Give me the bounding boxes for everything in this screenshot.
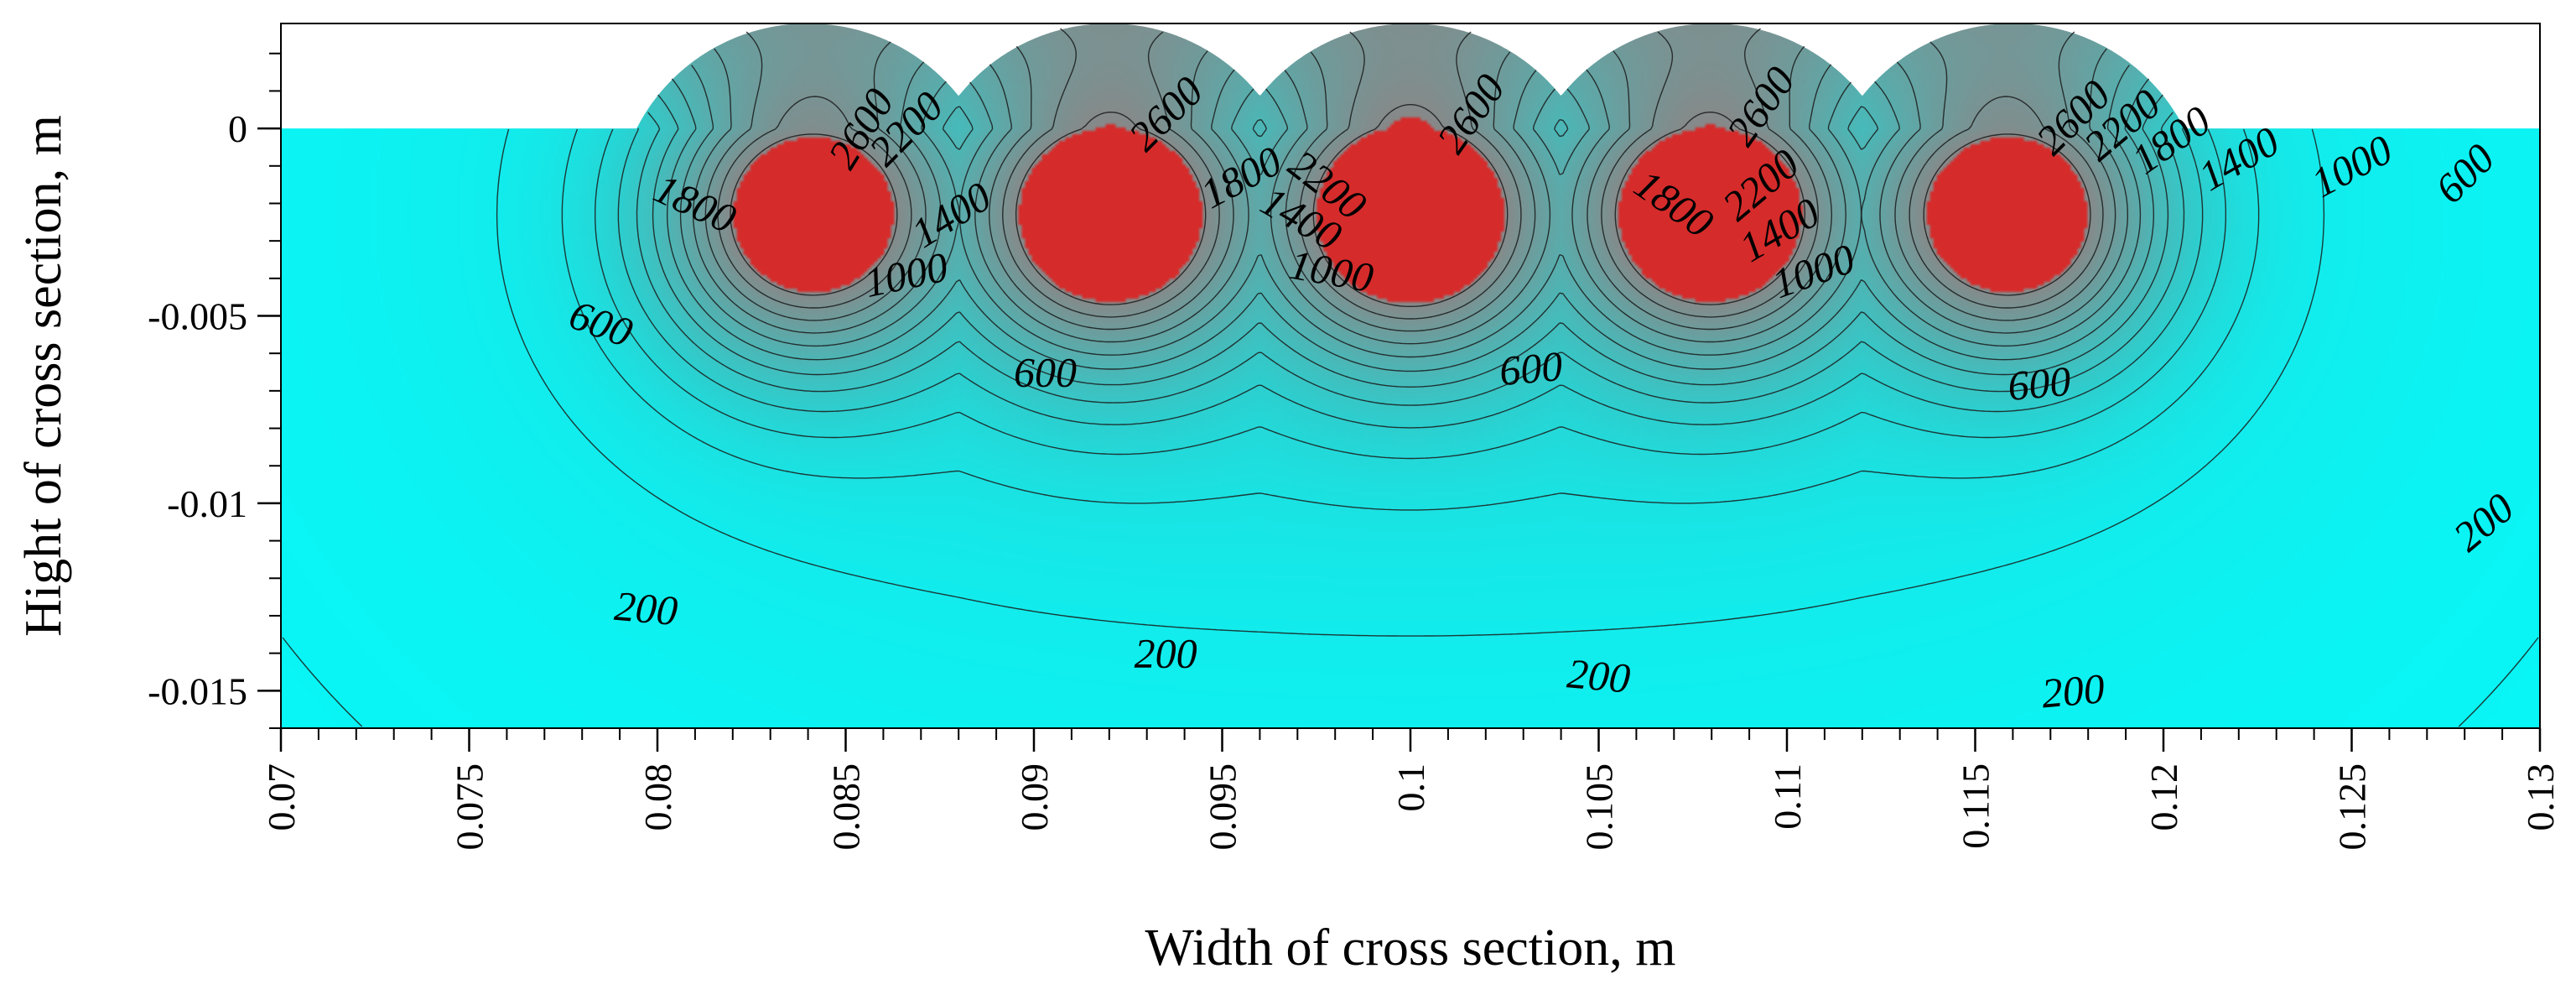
contour-line-1400 xyxy=(652,94,2169,388)
x-tick-label: 0.085 xyxy=(825,763,868,851)
temperature-field xyxy=(281,23,2540,728)
y-tick-label: -0.01 xyxy=(167,482,247,525)
contour-label: 600 xyxy=(1014,349,1077,396)
x-tick-label: 0.12 xyxy=(2142,763,2185,831)
x-tick-label: 0.125 xyxy=(2331,763,2374,851)
contour-line-2600 xyxy=(730,104,2091,307)
x-axis: 0.07 0.075 0.08 0.085 0.09 0.095 0.1 0.105 0.11 0… xyxy=(260,728,2562,851)
contour-line-1600 xyxy=(667,78,2154,372)
contour-label: 200 xyxy=(2039,664,2106,716)
contour-line-2200 xyxy=(704,31,2116,332)
contour-line-2400 xyxy=(717,28,2104,320)
y-axis: 0 -0.005 -0.01 -0.015 xyxy=(148,52,281,729)
x-tick-label: 0.105 xyxy=(1578,763,1621,851)
x-tick-label: 0.07 xyxy=(260,763,303,831)
contour-label: 600 xyxy=(2006,357,2073,409)
contour-lines xyxy=(282,28,2539,727)
contour-label: 600 xyxy=(1498,342,1565,394)
x-axis-title: Width of cross section, m xyxy=(1145,919,1676,977)
y-tick-label: -0.005 xyxy=(148,295,247,338)
x-tick-label: 0.1 xyxy=(1389,763,1432,812)
contour-label: 200 xyxy=(1135,630,1197,677)
contour-line-2000 xyxy=(693,48,2128,345)
contour-line-1800 xyxy=(679,65,2142,358)
x-tick-label: 0.11 xyxy=(1766,763,1809,830)
y-axis-title: Hight of cross section, m xyxy=(15,115,72,637)
x-tick-label: 0.09 xyxy=(1013,763,1056,831)
x-tick-label: 0.115 xyxy=(1955,763,1997,849)
contour-line-1200 xyxy=(636,112,2185,406)
contour-line-1000 xyxy=(617,128,2204,429)
x-tick-label: 0.095 xyxy=(1202,763,1244,851)
x-tick-label: 0.13 xyxy=(2519,763,2562,831)
contour-line-800 xyxy=(595,128,2226,460)
y-tick-label: -0.015 xyxy=(148,669,247,712)
contour-label: 200 xyxy=(613,582,680,634)
x-tick-label: 0.08 xyxy=(636,763,679,831)
contour-label: 200 xyxy=(1566,649,1633,701)
y-tick-label: 0 xyxy=(228,107,247,150)
contour-line-200 xyxy=(282,637,2539,727)
contour-line-400 xyxy=(496,128,2325,637)
x-tick-label: 0.075 xyxy=(449,763,491,851)
contour-line-600 xyxy=(561,128,2260,511)
